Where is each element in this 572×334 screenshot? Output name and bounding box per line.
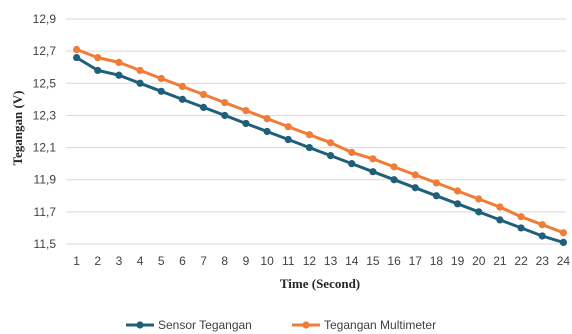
data-point bbox=[199, 103, 208, 111]
data-point bbox=[178, 95, 187, 103]
data-point bbox=[72, 53, 81, 62]
data-point bbox=[305, 131, 314, 139]
data-point bbox=[326, 139, 335, 147]
legend-marker bbox=[302, 321, 310, 329]
legend-label: Tegangan Multimeter bbox=[324, 318, 436, 332]
data-point bbox=[242, 107, 250, 115]
x-tick-label: 22 bbox=[514, 254, 528, 268]
data-point bbox=[136, 66, 144, 75]
data-point bbox=[390, 163, 398, 171]
legend-item: Sensor Tegangan bbox=[126, 318, 252, 332]
data-point bbox=[348, 148, 356, 156]
x-tick-label: 14 bbox=[345, 254, 359, 268]
data-point bbox=[157, 74, 165, 83]
series-line bbox=[76, 48, 564, 235]
data-point bbox=[305, 143, 314, 152]
data-point bbox=[326, 152, 335, 160]
x-tick-label: 9 bbox=[243, 254, 250, 268]
data-point bbox=[559, 229, 568, 237]
data-point bbox=[284, 123, 292, 131]
x-tick-label: 3 bbox=[116, 254, 123, 268]
x-tick-label: 13 bbox=[324, 254, 338, 268]
x-tick-label: 23 bbox=[536, 254, 550, 268]
y-tick-label: 12,9 bbox=[33, 12, 57, 26]
data-point bbox=[221, 111, 229, 120]
data-point bbox=[369, 155, 377, 163]
data-point bbox=[115, 71, 123, 79]
x-tick-label: 17 bbox=[409, 254, 423, 268]
data-point bbox=[369, 168, 377, 176]
data-point bbox=[432, 192, 441, 200]
x-tick-label: 5 bbox=[158, 254, 165, 268]
data-point bbox=[263, 115, 271, 123]
x-tick-label: 18 bbox=[430, 254, 444, 268]
data-point bbox=[517, 224, 525, 232]
data-point bbox=[390, 176, 398, 184]
y-tick-label: 11,7 bbox=[34, 205, 57, 219]
legend: Sensor Tegangan Tegangan Multimeter bbox=[126, 318, 436, 332]
x-tick-label: 21 bbox=[493, 254, 507, 268]
data-point bbox=[94, 66, 102, 75]
data-point bbox=[517, 213, 525, 221]
y-axis-ticks: 11,5 11,7 11,9 12,1 12,3 12,5 12,7 12,9 bbox=[33, 12, 57, 251]
x-axis-ticks: 1 2 3 4 5 6 7 8 9 10 11 12 13 14 15 16 17 18 19 20 21 22 23 24 bbox=[73, 254, 570, 268]
x-tick-label: 19 bbox=[451, 254, 465, 268]
x-tick-label: 15 bbox=[366, 254, 380, 268]
data-point bbox=[411, 171, 419, 179]
gridlines bbox=[66, 18, 566, 245]
legend-label: Sensor Tegangan bbox=[158, 318, 252, 332]
x-tick-label: 7 bbox=[200, 254, 207, 268]
data-point bbox=[94, 53, 102, 62]
y-tick-label: 12,3 bbox=[33, 108, 57, 122]
data-point bbox=[496, 203, 504, 211]
data-point bbox=[496, 216, 504, 224]
data-point bbox=[157, 87, 165, 95]
x-tick-label: 20 bbox=[472, 254, 486, 268]
data-point bbox=[284, 135, 292, 144]
data-point bbox=[411, 184, 419, 192]
x-tick-label: 16 bbox=[387, 254, 401, 268]
y-tick-label: 12,1 bbox=[33, 141, 57, 155]
data-point bbox=[475, 208, 483, 216]
data-point bbox=[221, 98, 229, 107]
y-tick-label: 11,5 bbox=[34, 237, 57, 251]
data-point bbox=[453, 187, 462, 195]
data-point bbox=[263, 127, 271, 136]
x-tick-label: 1 bbox=[73, 254, 80, 268]
data-point bbox=[475, 195, 483, 203]
x-tick-label: 4 bbox=[137, 254, 144, 268]
data-point bbox=[559, 238, 568, 246]
data-point bbox=[348, 160, 356, 168]
data-point bbox=[432, 179, 441, 187]
data-point bbox=[72, 45, 81, 54]
y-axis-label: Tegangan (V) bbox=[10, 90, 25, 165]
x-tick-label: 10 bbox=[260, 254, 274, 268]
x-axis-label: Time (Second) bbox=[280, 276, 360, 291]
data-point bbox=[242, 119, 250, 128]
y-tick-label: 12,5 bbox=[33, 76, 57, 90]
x-tick-label: 8 bbox=[221, 254, 228, 268]
series-line bbox=[75, 56, 564, 244]
x-tick-label: 24 bbox=[557, 254, 571, 268]
y-tick-label: 11,9 bbox=[34, 173, 57, 187]
series-group bbox=[72, 45, 568, 246]
x-tick-label: 12 bbox=[303, 254, 317, 268]
data-point bbox=[199, 90, 208, 99]
x-tick-label: 11 bbox=[282, 254, 295, 268]
y-tick-label: 12,7 bbox=[33, 44, 57, 58]
x-tick-label: 2 bbox=[94, 254, 101, 268]
data-point bbox=[538, 232, 546, 240]
legend-marker bbox=[136, 321, 144, 329]
data-point bbox=[178, 82, 187, 91]
x-tick-label: 6 bbox=[179, 254, 186, 268]
data-point bbox=[453, 200, 462, 208]
data-point bbox=[136, 79, 144, 87]
data-point bbox=[115, 58, 123, 66]
legend-item: Tegangan Multimeter bbox=[292, 318, 436, 332]
data-point bbox=[538, 221, 546, 229]
